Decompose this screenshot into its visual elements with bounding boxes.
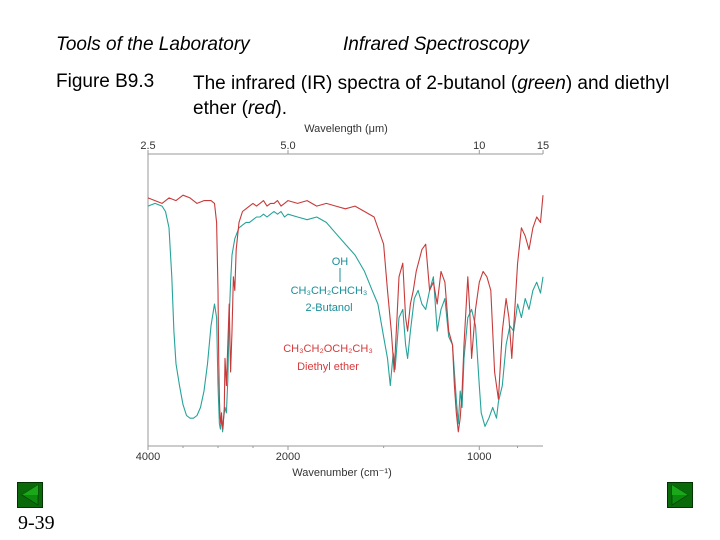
butanol-spectrum-line: [147, 202, 544, 433]
figure-label: Figure B9.3: [56, 71, 155, 92]
chart-frame: [147, 153, 543, 447]
caption-suffix: ).: [275, 98, 287, 119]
figure-caption: The infrared (IR) spectra of 2-butanol (…: [193, 71, 683, 121]
slide-header-left: Tools of the Laboratory: [56, 34, 250, 55]
caption-green-word: green: [517, 73, 566, 94]
ether-annotation-line: Diethyl ether: [297, 361, 359, 373]
top-tick-label: 2.5: [140, 140, 155, 152]
slide-header-right: Infrared Spectroscopy: [343, 34, 529, 55]
butanol-annotation-line: CH₃CH₂CHCH₃: [291, 285, 368, 297]
structure-annotations: OH CH₃CH₂CHCH₃ 2-Butanol CH₃CH₂OCH₂CH₃ Dieth…: [283, 256, 373, 373]
butanol-annotation-line: 2-Butanol: [305, 302, 352, 314]
bottom-tick-label: 4000: [136, 451, 160, 463]
top-tick-label: 15: [537, 140, 549, 152]
top-tick-label: 10: [473, 140, 485, 152]
bottom-axis-label: Wavenumber (cm⁻¹): [292, 467, 392, 479]
caption-red-word: red: [247, 98, 276, 119]
spectrum-lines: [147, 194, 544, 433]
top-axis-label: Wavelength (μm): [304, 123, 388, 135]
caption-prefix: The infrared (IR) spectra of 2-butanol (: [193, 73, 518, 94]
axis-ticks: 2.5 5.0 10 15 4000 2000 1000: [136, 140, 549, 463]
butanol-annotation-line: OH: [332, 256, 349, 268]
triangle-left-icon: [21, 484, 39, 506]
previous-slide-button[interactable]: [17, 482, 43, 508]
ether-annotation-line: CH₃CH₂OCH₂CH₃: [283, 343, 373, 355]
ether-spectrum-line: [147, 194, 544, 433]
next-slide-button[interactable]: [667, 482, 693, 508]
triangle-right-icon: [671, 484, 689, 506]
bottom-tick-label: 1000: [467, 451, 491, 463]
caption-mid: ) and diethyl ether (: [193, 73, 670, 119]
top-tick-label: 5.0: [280, 140, 295, 152]
bottom-tick-label: 2000: [276, 451, 300, 463]
page-number: 9-39: [18, 512, 55, 534]
